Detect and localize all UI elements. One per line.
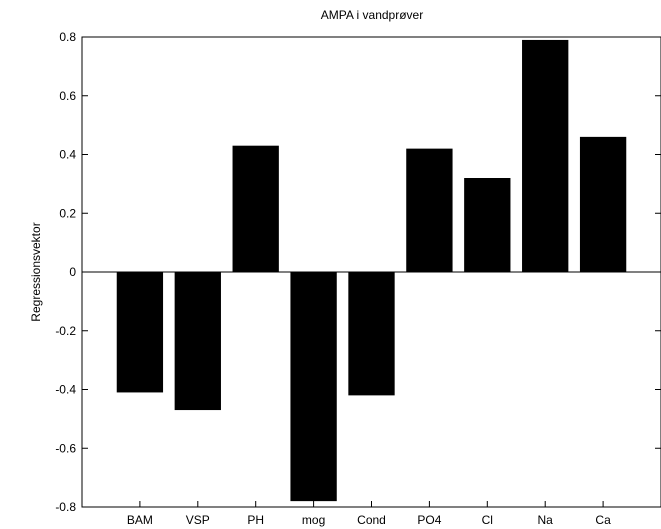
bar-ca <box>579 136 627 272</box>
y-tick-label: -0.6 <box>55 441 76 455</box>
bars-group <box>116 39 627 502</box>
bar-mog <box>290 272 337 502</box>
y-tick-label: 0.8 <box>59 30 76 44</box>
x-tick-label: VSP <box>186 513 210 527</box>
y-tick-label: -0.8 <box>55 500 76 514</box>
x-tick-label: Na <box>538 513 554 527</box>
x-tick-label: mog <box>302 513 325 527</box>
bar-bam <box>116 272 164 393</box>
x-tick-label: Ca <box>595 513 611 527</box>
bar-ph <box>232 145 279 272</box>
y-tick-label: 0.2 <box>59 206 76 220</box>
x-tick-label: PH <box>247 513 264 527</box>
y-tick-label: -0.4 <box>55 383 76 397</box>
x-tick-label: BAM <box>127 513 153 527</box>
x-tick-label: Cond <box>357 513 386 527</box>
y-tick-label: 0 <box>69 265 76 279</box>
bar-vsp <box>174 272 221 411</box>
x-tick-label: Cl <box>482 513 493 527</box>
bar-cond <box>348 272 395 396</box>
y-tick-label: 0.6 <box>59 89 76 103</box>
y-tick-label: -0.2 <box>55 324 76 338</box>
y-axis: -0.8 -0.6 -0.4 -0.2 0 0.2 0.4 0.6 0.8 <box>55 30 661 514</box>
y-axis-label: Regressionsvektor <box>29 222 43 321</box>
x-axis: BAM VSP PH mog Cond PO4 Cl Na Ca <box>127 501 611 527</box>
bar-cl <box>464 178 511 272</box>
y-tick-label: 0.4 <box>59 148 76 162</box>
bar-na <box>522 39 569 272</box>
chart-title: AMPA i vandprøver <box>321 8 423 22</box>
x-tick-label: PO4 <box>417 513 441 527</box>
bar-po4 <box>406 148 453 272</box>
